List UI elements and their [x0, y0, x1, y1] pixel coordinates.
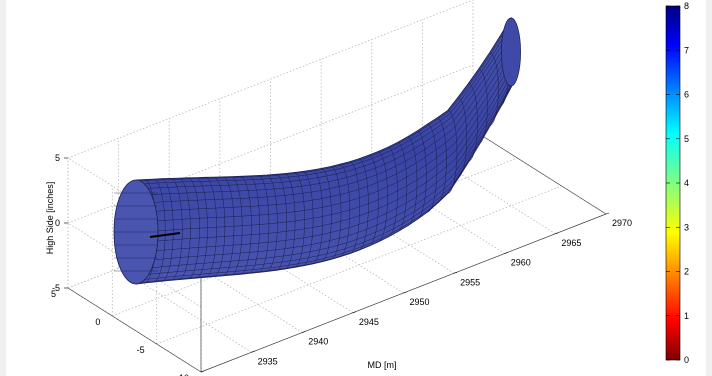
mesh-ring [231, 176, 243, 276]
x-tick-label: 2960 [511, 258, 531, 268]
mesh-ring [293, 172, 305, 268]
mesh-line [142, 27, 516, 196]
colorbar-tick-label: 8 [684, 1, 689, 11]
x-tick-mark [200, 370, 205, 373]
x-tick-label: 2955 [460, 277, 480, 287]
y-tick-label: 0 [95, 317, 100, 327]
mesh-ring [340, 163, 351, 257]
mesh-ring [489, 52, 499, 127]
mesh-ring [427, 123, 438, 213]
mesh-line [144, 45, 518, 223]
surface-plot: 293029352940294529502955296029652970-10-… [45, 0, 689, 376]
mesh-ring [349, 161, 360, 254]
mesh-line [144, 38, 518, 213]
mesh-ring [196, 177, 208, 279]
x-tick-mark [403, 291, 407, 294]
grid-line [67, 0, 474, 159]
y-tick-label: 5 [51, 289, 56, 299]
mesh-ring [478, 68, 488, 145]
mesh-ring [187, 177, 200, 280]
mesh-ring [387, 146, 398, 238]
colorbar-tick-label: 4 [684, 178, 689, 188]
mesh-ring [249, 175, 260, 274]
mesh-ring [266, 174, 278, 272]
mesh-ring [368, 155, 379, 247]
mesh-line [144, 64, 518, 253]
colorbar-tick-label: 1 [684, 311, 689, 321]
mesh-ring [378, 151, 388, 243]
mesh-line [144, 58, 518, 243]
mesh-ring [447, 110, 458, 194]
axis-line [67, 287, 202, 373]
tube-back-end [501, 17, 521, 87]
z-tick-label: -5 [52, 283, 60, 293]
z-tick-label: 0 [55, 218, 60, 228]
colorbar-tick-label: 5 [684, 134, 689, 144]
tube-surface [113, 16, 521, 285]
x-tick-mark [251, 350, 255, 353]
x-tick-mark [555, 232, 559, 235]
x-tick-label: 2935 [258, 356, 278, 366]
x-tick-mark [605, 212, 610, 215]
grid-line [67, 64, 474, 224]
mesh-ring [437, 117, 447, 204]
mesh-ring [179, 177, 191, 280]
mesh-ring [303, 171, 314, 267]
colorbar-tick-label: 3 [684, 222, 689, 232]
z-tick-label: 5 [55, 153, 60, 163]
x-axis-label: MD [m] [368, 360, 397, 370]
x-tick-label: 2940 [308, 337, 328, 347]
mesh-line [139, 83, 514, 281]
y-tick-label: -10 [176, 373, 189, 376]
x-tick-label: 2965 [561, 238, 581, 248]
axis-line [472, 129, 607, 215]
colorbar: 0 1 2 3 4 5 6 7 8 [665, 1, 689, 365]
mesh-ring [397, 142, 408, 233]
mesh-ring [275, 174, 287, 271]
mesh-line [140, 23, 515, 190]
mesh-ring [330, 166, 342, 260]
mesh-ring [153, 178, 166, 283]
z-axis-label: High Side [inches] [45, 182, 55, 255]
x-tick-label: 2970 [612, 218, 632, 228]
x-tick-mark [454, 271, 458, 274]
colorbar-tick-label: 2 [684, 267, 689, 277]
x-tick-label: 2950 [410, 297, 430, 307]
colorbar-tick-label: 6 [684, 90, 689, 100]
figure-frame: 293029352940294529502955296029652970-10-… [6, 0, 706, 376]
mesh-ring [284, 173, 296, 270]
mesh-ring [457, 97, 467, 179]
mesh-ring [312, 169, 324, 265]
mesh-ring [170, 178, 183, 281]
x-tick-label: 2945 [359, 317, 379, 327]
mesh-ring [407, 136, 418, 227]
mesh-ring [205, 177, 217, 278]
mesh-line [144, 51, 518, 233]
mesh-ring [417, 130, 427, 220]
mesh-line [143, 32, 517, 204]
grid-line [156, 185, 562, 345]
mesh-line [137, 85, 513, 284]
mesh-ring [321, 168, 332, 263]
mesh-ring [468, 83, 478, 162]
center-path [149, 232, 181, 238]
mesh-line [137, 18, 513, 182]
mesh-line [139, 20, 514, 185]
x-tick-mark [302, 331, 306, 333]
axis-ticks: 293029352940294529502955296029652970-10-… [51, 153, 632, 376]
colorbar-tick-label: 0 [684, 355, 689, 365]
x-tick-mark [504, 252, 508, 254]
mesh-ring [240, 176, 252, 275]
mesh-line [142, 75, 516, 270]
y-tick-label: -5 [137, 345, 145, 355]
mesh-line [143, 70, 517, 262]
x-tick-mark [352, 311, 356, 314]
mesh-ring [161, 178, 174, 282]
mesh-ring [257, 175, 270, 273]
mesh-ring [222, 176, 235, 277]
mesh-line [140, 80, 515, 276]
colorbar-tick-label: 7 [684, 45, 689, 55]
mesh-ring [358, 158, 369, 251]
mesh-ring [213, 176, 226, 277]
